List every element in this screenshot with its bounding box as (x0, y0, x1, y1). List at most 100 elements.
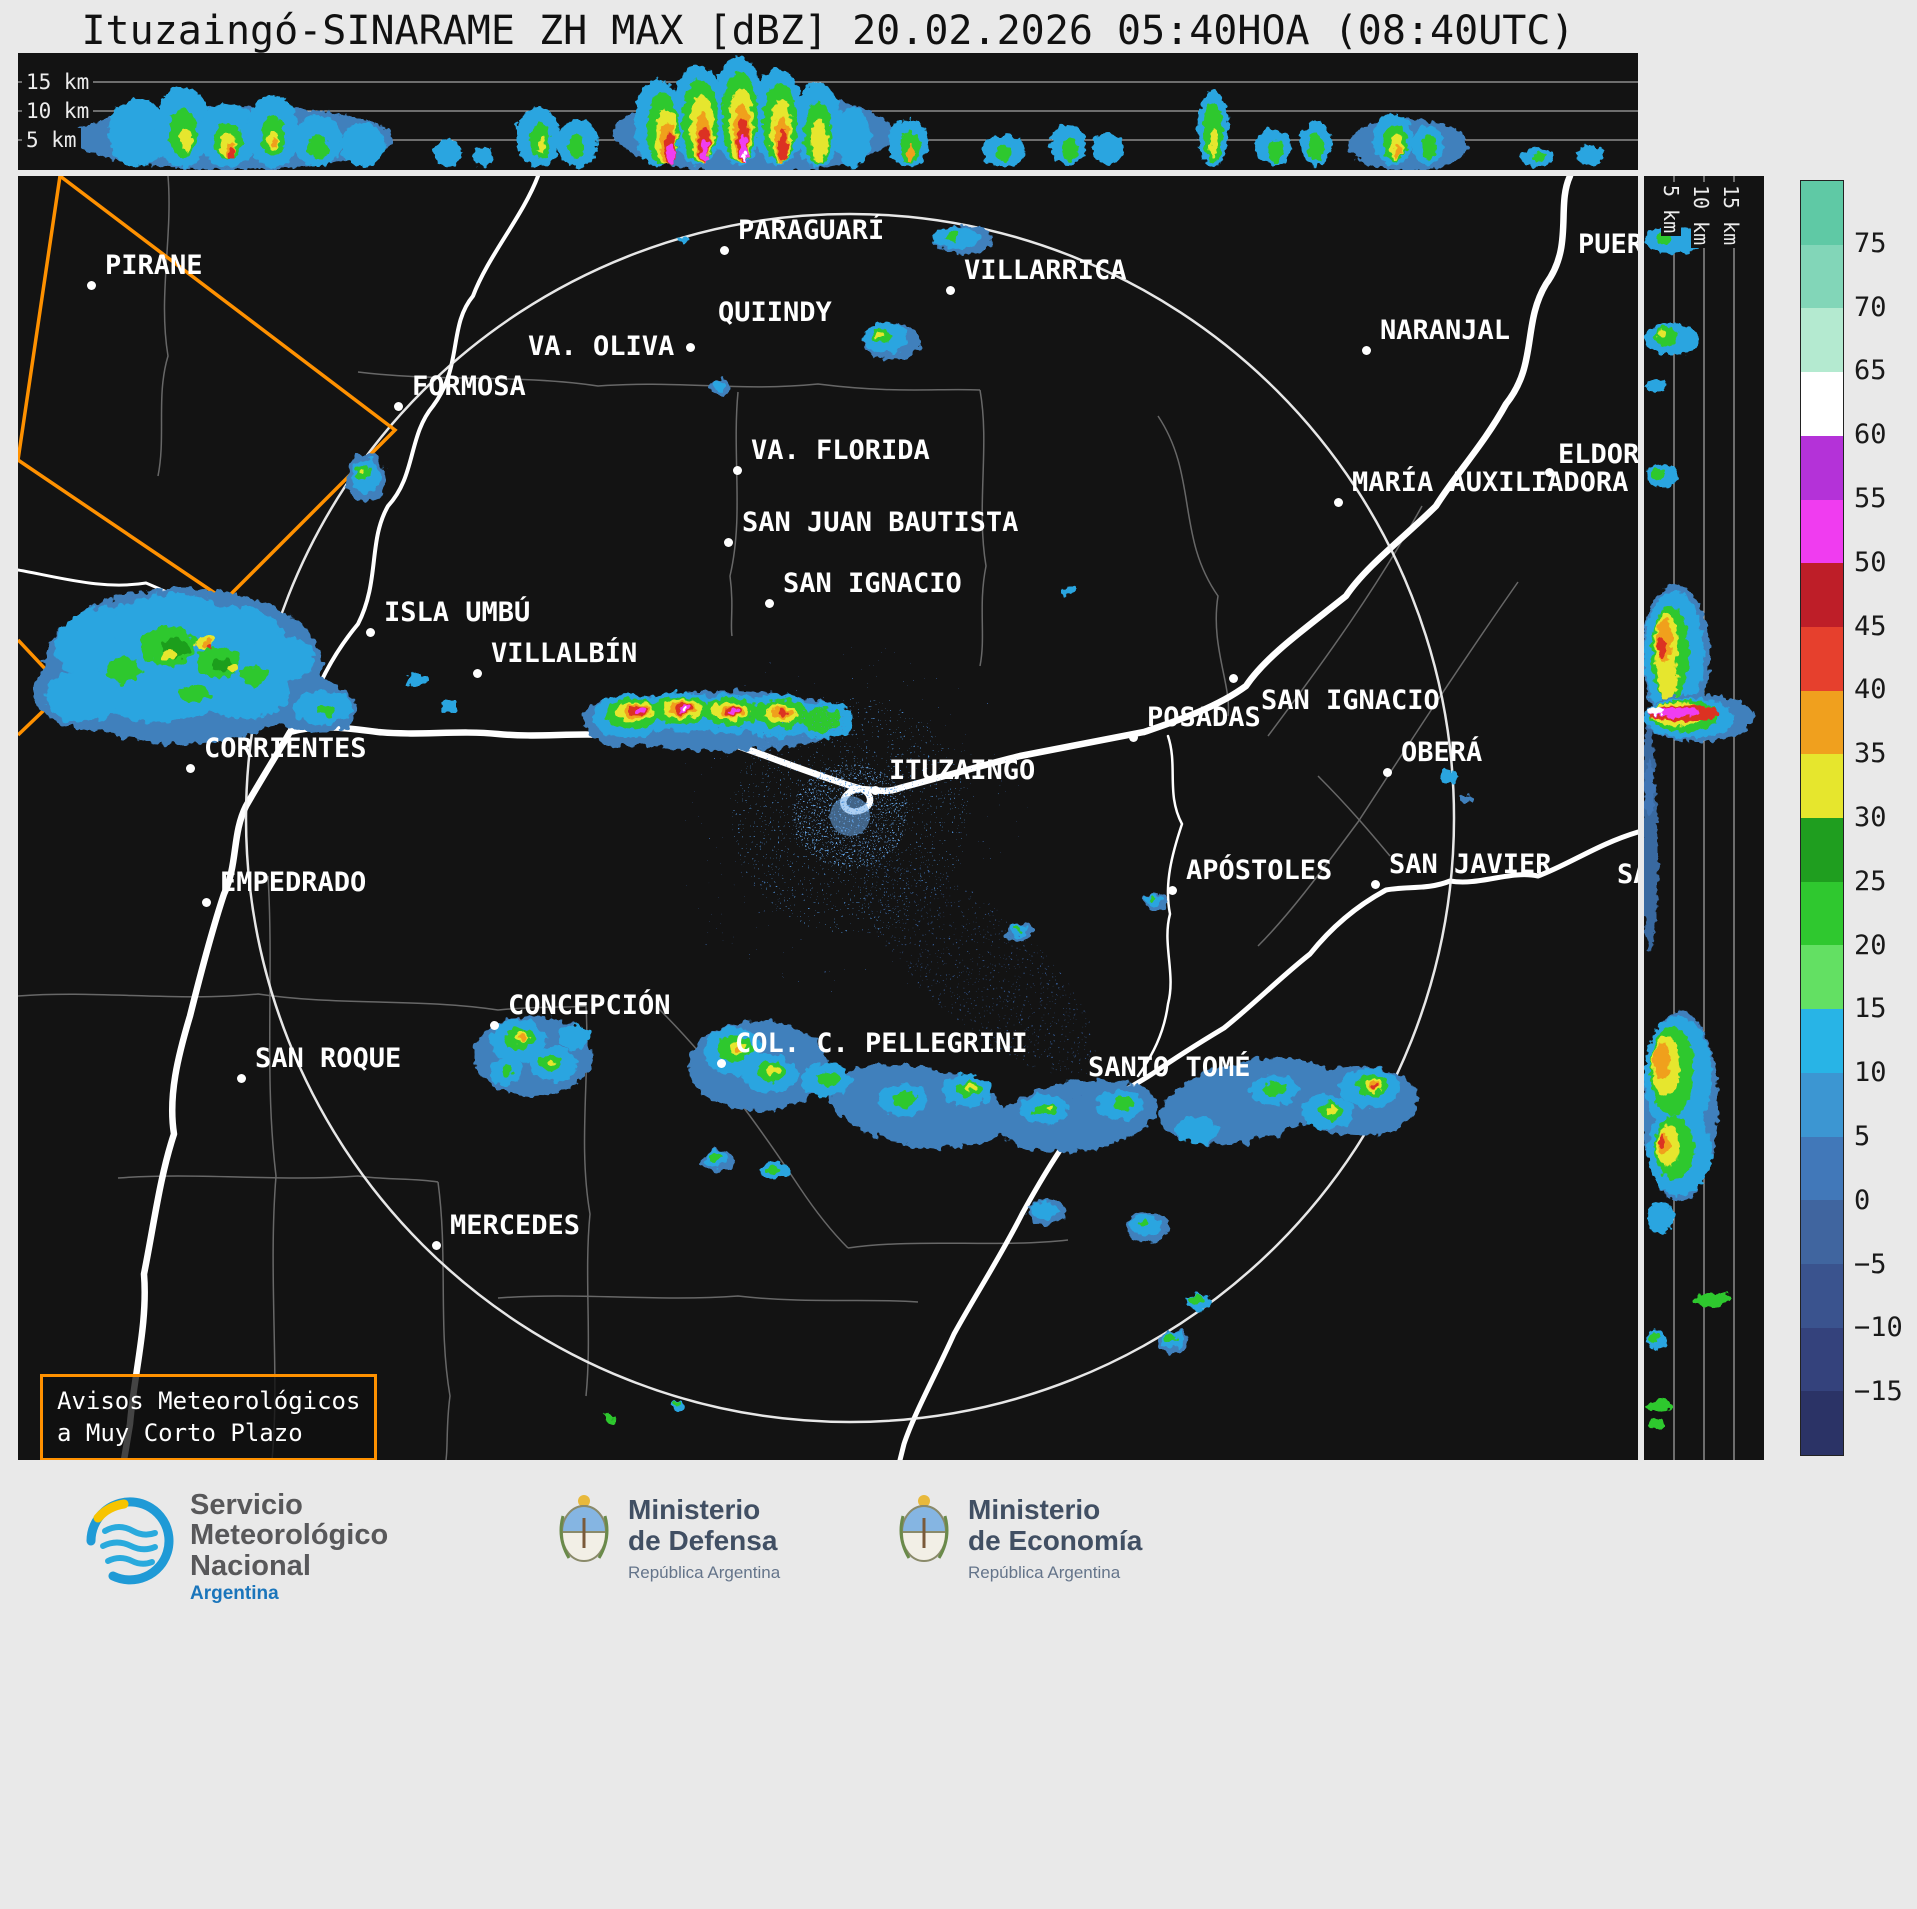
colorbar-tick-label: −15 (1854, 1376, 1903, 1408)
city-label: SANTO TOMÉ (1088, 1052, 1251, 1083)
city-label: VA. OLIVA (528, 331, 675, 362)
city-label: SAN IGNACIO (1261, 685, 1440, 716)
smn-country: Argentina (190, 1583, 279, 1605)
city-label: PIRANE (105, 250, 203, 281)
economia-coat-of-arms (895, 1492, 953, 1568)
city-label: NARANJAL (1380, 315, 1511, 346)
city-label: FORMOSA (412, 371, 526, 402)
colorbar-segment (1801, 435, 1843, 500)
smn-line-1: Servicio (190, 1489, 303, 1521)
colorbar-tick-label: 20 (1854, 929, 1887, 961)
colorbar-tick-labels: 75 70 65 60 55 50 45 40 35 30 25 20 15 10 5 0 −5 −10 −15 (1854, 180, 1916, 1456)
colorbar-tick-label: 75 (1854, 227, 1887, 259)
colorbar-segment (1801, 754, 1843, 819)
economia-subtitle: República Argentina (968, 1562, 1121, 1582)
city-label: SAN JAVIER (1389, 849, 1552, 880)
city-dot (871, 786, 880, 795)
colorbar-tick-label: 10 (1854, 1057, 1887, 1089)
colorbar-segment (1801, 308, 1843, 373)
city-dot (87, 281, 96, 290)
city-dot (717, 1059, 726, 1068)
colorbar-tick-label: 50 (1854, 546, 1887, 578)
economia-title-line1: Ministerio (968, 1494, 1101, 1525)
colorbar-segment (1801, 372, 1843, 436)
colorbar-segment (1801, 499, 1843, 564)
ew-cross-section-panel: 15 km 10 km 5 km (18, 53, 1638, 170)
city-dot (686, 343, 695, 352)
rivers (18, 176, 1638, 1460)
colorbar-segment (1801, 690, 1843, 755)
city-dot (1129, 733, 1138, 742)
colorbar-segment (1801, 626, 1843, 691)
city-dot (1545, 468, 1554, 477)
colorbar-tick-label: 40 (1854, 674, 1887, 706)
colorbar-segment (1801, 1263, 1843, 1328)
colorbar-segment (1801, 1136, 1843, 1201)
ministerio-economia-block: Ministerio de Economía República Argenti… (968, 1494, 1142, 1583)
radar-echoes (33, 226, 1472, 1423)
city-label: PUER (1578, 229, 1638, 260)
city-label: SAN ROQUE (255, 1043, 402, 1074)
city-dot (765, 599, 774, 608)
city-dot (1168, 886, 1177, 895)
colorbar-tick-label: −5 (1854, 1248, 1887, 1280)
ns-cross-section-panel: 5 km 10 km 15 km (1644, 176, 1764, 1460)
city-label: POSADAS (1147, 702, 1261, 733)
city-label: APÓSTOLES (1186, 855, 1333, 886)
city-label: EMPEDRADO (220, 867, 367, 898)
coat-of-arms-icon (899, 1495, 949, 1562)
colorbar-tick-label: −10 (1854, 1312, 1903, 1344)
economia-title-line2: de Economía (968, 1525, 1143, 1557)
ew-echoes (73, 57, 1604, 170)
colorbar-segment (1801, 1009, 1843, 1073)
city-label: CORRIENTES (204, 733, 367, 764)
map-graphics (18, 176, 1638, 1460)
city-label: PARAGUARÍ (738, 215, 885, 246)
colorbar-segment (1801, 563, 1843, 627)
city-label: ELDOR (1558, 439, 1638, 470)
city-label: VA. FLORIDA (751, 435, 930, 466)
colorbar-tick-label: 55 (1854, 483, 1887, 514)
city-dot (946, 286, 955, 295)
city-label: MARÍA AUXILIADORA (1352, 467, 1629, 498)
warning-box-line2: a Muy Corto Plazo (57, 1419, 303, 1448)
city-dot (186, 764, 195, 773)
colorbar-tick-label: 65 (1854, 355, 1887, 387)
city-dot (366, 628, 375, 637)
altitude-label-5km-vertical: 5 km (1659, 182, 1683, 237)
city-label: OBERÁ (1401, 737, 1483, 768)
smn-line-3: Nacional (190, 1549, 311, 1582)
city-dot (720, 246, 729, 255)
colorbar-tick-label: 5 (1854, 1121, 1871, 1152)
city-dot (1334, 498, 1343, 507)
colorbar-segment (1801, 181, 1843, 245)
colorbar-segment (1801, 1200, 1843, 1264)
warning-box: Avisos Meteorológicos a Muy Corto Plazo (40, 1374, 378, 1460)
footer-logos: Servicio Meteorológico Nacional Argentin… (0, 1486, 1917, 1626)
smn-logo-icon (86, 1497, 174, 1585)
city-dot (202, 898, 211, 907)
admin-borders (18, 176, 1519, 1460)
city-dot (724, 538, 733, 547)
city-dot (1371, 880, 1380, 889)
defensa-coat-of-arms (555, 1492, 613, 1568)
colorbar-tick-label: 15 (1854, 993, 1887, 1025)
colorbar-segment (1801, 945, 1843, 1010)
city-dot (432, 1241, 441, 1250)
city-label: ISLA UMBÚ (384, 597, 531, 628)
smn-line-2: Meteorológico (190, 1519, 389, 1552)
city-dot (1229, 674, 1238, 683)
city-label: VILLARRICA (964, 255, 1127, 286)
altitude-label-5km: 5 km (22, 128, 81, 152)
product-title: Ituzaingó-SINARAME ZH MAX [dBZ] 20.02.20… (81, 8, 1575, 54)
colorbar-segment (1801, 244, 1843, 309)
colorbar-tick-label: 60 (1854, 419, 1887, 451)
city-label: MERCEDES (450, 1210, 581, 1241)
city-label: ITUZAINGÓ (889, 755, 1036, 786)
altitude-label-15km: 15 km (22, 70, 94, 94)
city-label: SAN (1617, 859, 1638, 890)
city-label: SAN JUAN BAUTISTA (742, 507, 1019, 538)
warning-box-line1: Avisos Meteorológicos (57, 1387, 361, 1415)
colorbar (1800, 180, 1844, 1456)
